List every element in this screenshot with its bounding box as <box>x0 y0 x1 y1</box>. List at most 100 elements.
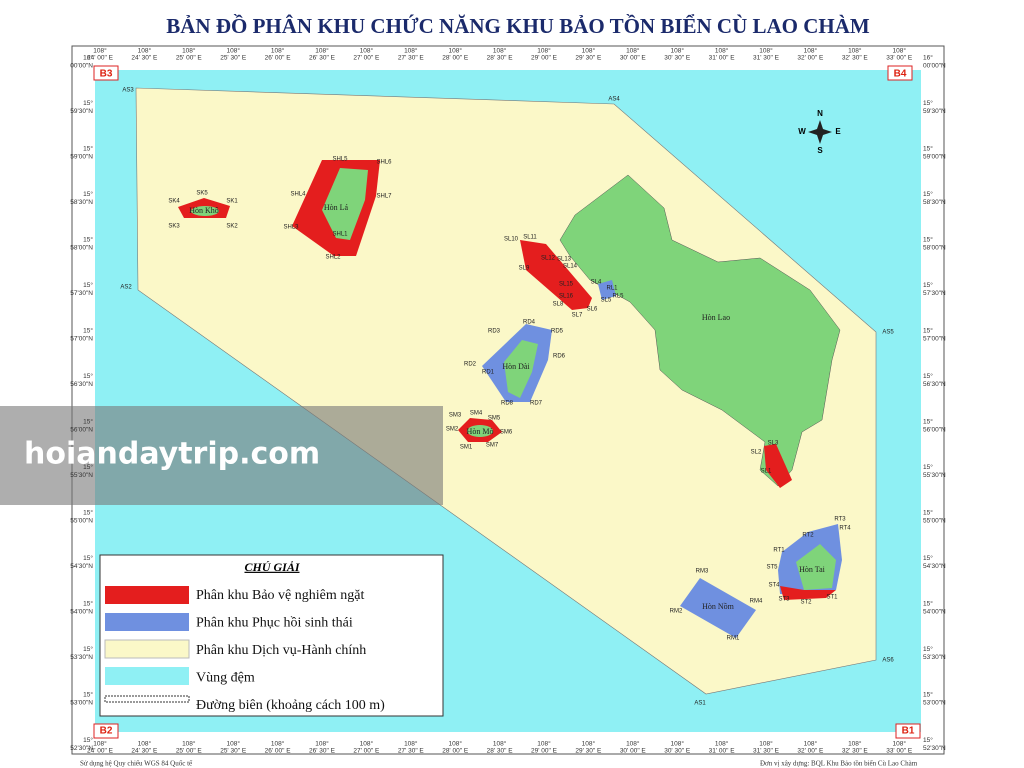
zone-point: RT2 <box>802 533 814 539</box>
latitude-degree: 15° <box>83 145 93 153</box>
longitude-degree: 108° <box>138 47 152 55</box>
zone-point: SL15 <box>559 282 574 288</box>
legend-swatch <box>105 667 189 685</box>
zone-point: RD3 <box>488 329 501 335</box>
recovery-zone <box>598 280 616 300</box>
longitude-degree: 108° <box>626 740 640 748</box>
island <box>504 340 538 398</box>
zone-point: SL11 <box>523 235 537 241</box>
zone-point: RM4 <box>750 599 763 605</box>
latitude-minutes: 55'00"N <box>70 518 93 525</box>
zone-point: SM6 <box>500 430 513 436</box>
latitude-minutes: 53'00"N <box>923 700 946 707</box>
island <box>191 206 219 216</box>
longitude-minutes: 25' 00" E <box>176 748 203 755</box>
longitude-degree: 108° <box>670 47 684 55</box>
latitude-degree: 15° <box>83 327 93 335</box>
longitude-degree: 108° <box>404 740 418 748</box>
zone-point: RD1 <box>482 370 495 376</box>
zone-point: SM4 <box>470 411 483 417</box>
zone-point: SL8 <box>553 302 564 308</box>
zone-point: SL3 <box>768 441 779 447</box>
latitude-degree: 15° <box>83 463 93 471</box>
latitude-degree: 15° <box>83 99 93 107</box>
latitude-minutes: 54'00"N <box>923 609 946 616</box>
zone-point: RM2 <box>670 609 683 615</box>
longitude-minutes: 32' 30" E <box>842 55 869 62</box>
zone-point: SL14 <box>563 264 578 270</box>
legend-label: Đường biên (khoảng cách 100 m) <box>196 698 385 713</box>
zone-point: RD6 <box>553 354 566 360</box>
watermark-band <box>0 406 443 505</box>
zone-point: ST1 <box>826 595 838 601</box>
longitude-minutes: 28' 00" E <box>442 748 469 755</box>
latitude-degree: 15° <box>923 99 933 107</box>
island-name: Hòn Dài <box>502 362 530 371</box>
latitude-minutes: 58'00"N <box>923 245 946 252</box>
latitude-minutes: 00'00"N <box>923 63 946 70</box>
longitude-minutes: 26' 00" E <box>265 55 292 62</box>
latitude-degree: 15° <box>83 554 93 562</box>
longitude-minutes: 24' 00" E <box>87 748 114 755</box>
zone-point: RD5 <box>551 329 564 335</box>
watermark: hoiandaytrip.com <box>24 437 320 472</box>
zone-point: SHL3 <box>283 225 299 231</box>
legend-swatch <box>104 695 190 703</box>
island-name: Hòn Nồm <box>702 602 735 611</box>
corner-marker <box>93 723 119 739</box>
island-name: Hòn Mò <box>467 427 494 436</box>
legend-swatch <box>105 586 189 604</box>
island <box>322 168 368 240</box>
longitude-degree: 108° <box>804 740 818 748</box>
island-name: Hòn Khô <box>189 206 219 215</box>
latitude-minutes: 59'30"N <box>70 108 93 115</box>
latitude-degree: 15° <box>923 736 933 744</box>
longitude-minutes: 25' 30" E <box>220 748 247 755</box>
latitude-minutes: 57'00"N <box>70 336 93 343</box>
latitude-degree: 15° <box>923 509 933 517</box>
longitude-degree: 108° <box>226 740 240 748</box>
longitude-minutes: 30' 30" E <box>664 748 691 755</box>
longitude-minutes: 29' 30" E <box>575 748 602 755</box>
longitude-degree: 108° <box>759 740 773 748</box>
longitude-degree: 108° <box>670 740 684 748</box>
legend-swatch <box>104 639 190 659</box>
latitude-minutes: 56'30"N <box>923 381 946 388</box>
latitude-minutes: 58'30"N <box>923 199 946 206</box>
longitude-minutes: 26' 30" E <box>309 748 336 755</box>
longitude-degree: 108° <box>804 47 818 55</box>
latitude-degree: 15° <box>83 190 93 198</box>
zone-point: SK4 <box>168 199 180 205</box>
longitude-minutes: 25' 00" E <box>176 55 203 62</box>
zone-point: RT3 <box>834 517 846 523</box>
latitude-minutes: 56'00"N <box>70 427 93 434</box>
latitude-degree: 16° <box>923 54 933 62</box>
longitude-degree: 108° <box>759 47 773 55</box>
latitude-degree: 15° <box>923 600 933 608</box>
latitude-degree: 15° <box>923 691 933 699</box>
corner-label: B2 <box>100 726 113 737</box>
longitude-minutes: 24' 00" E <box>87 55 114 62</box>
longitude-minutes: 31' 30" E <box>753 748 780 755</box>
latitude-degree: 15° <box>83 236 93 244</box>
latitude-minutes: 58'00"N <box>70 245 93 252</box>
latitude-minutes: 55'30"N <box>923 472 946 479</box>
longitude-minutes: 29' 00" E <box>531 55 558 62</box>
longitude-degree: 108° <box>315 47 329 55</box>
zone-point: SL9 <box>519 266 530 272</box>
latitude-minutes: 56'30"N <box>70 381 93 388</box>
zone-point: SK3 <box>168 224 180 230</box>
zone-point: RD7 <box>530 401 543 407</box>
longitude-minutes: 27' 30" E <box>398 748 425 755</box>
zone-point: SHL6 <box>376 160 392 166</box>
zone-point: RT4 <box>839 526 851 532</box>
longitude-degree: 108° <box>93 47 107 55</box>
longitude-minutes: 32' 00" E <box>797 748 824 755</box>
latitude-degree: 15° <box>83 600 93 608</box>
island-name: Hòn Lá <box>324 203 349 212</box>
longitude-minutes: 31' 00" E <box>709 748 736 755</box>
island-name: Hòn Tai <box>799 565 826 574</box>
recovery-zone <box>680 578 756 638</box>
latitude-degree: 15° <box>83 691 93 699</box>
longitude-degree: 108° <box>848 740 862 748</box>
